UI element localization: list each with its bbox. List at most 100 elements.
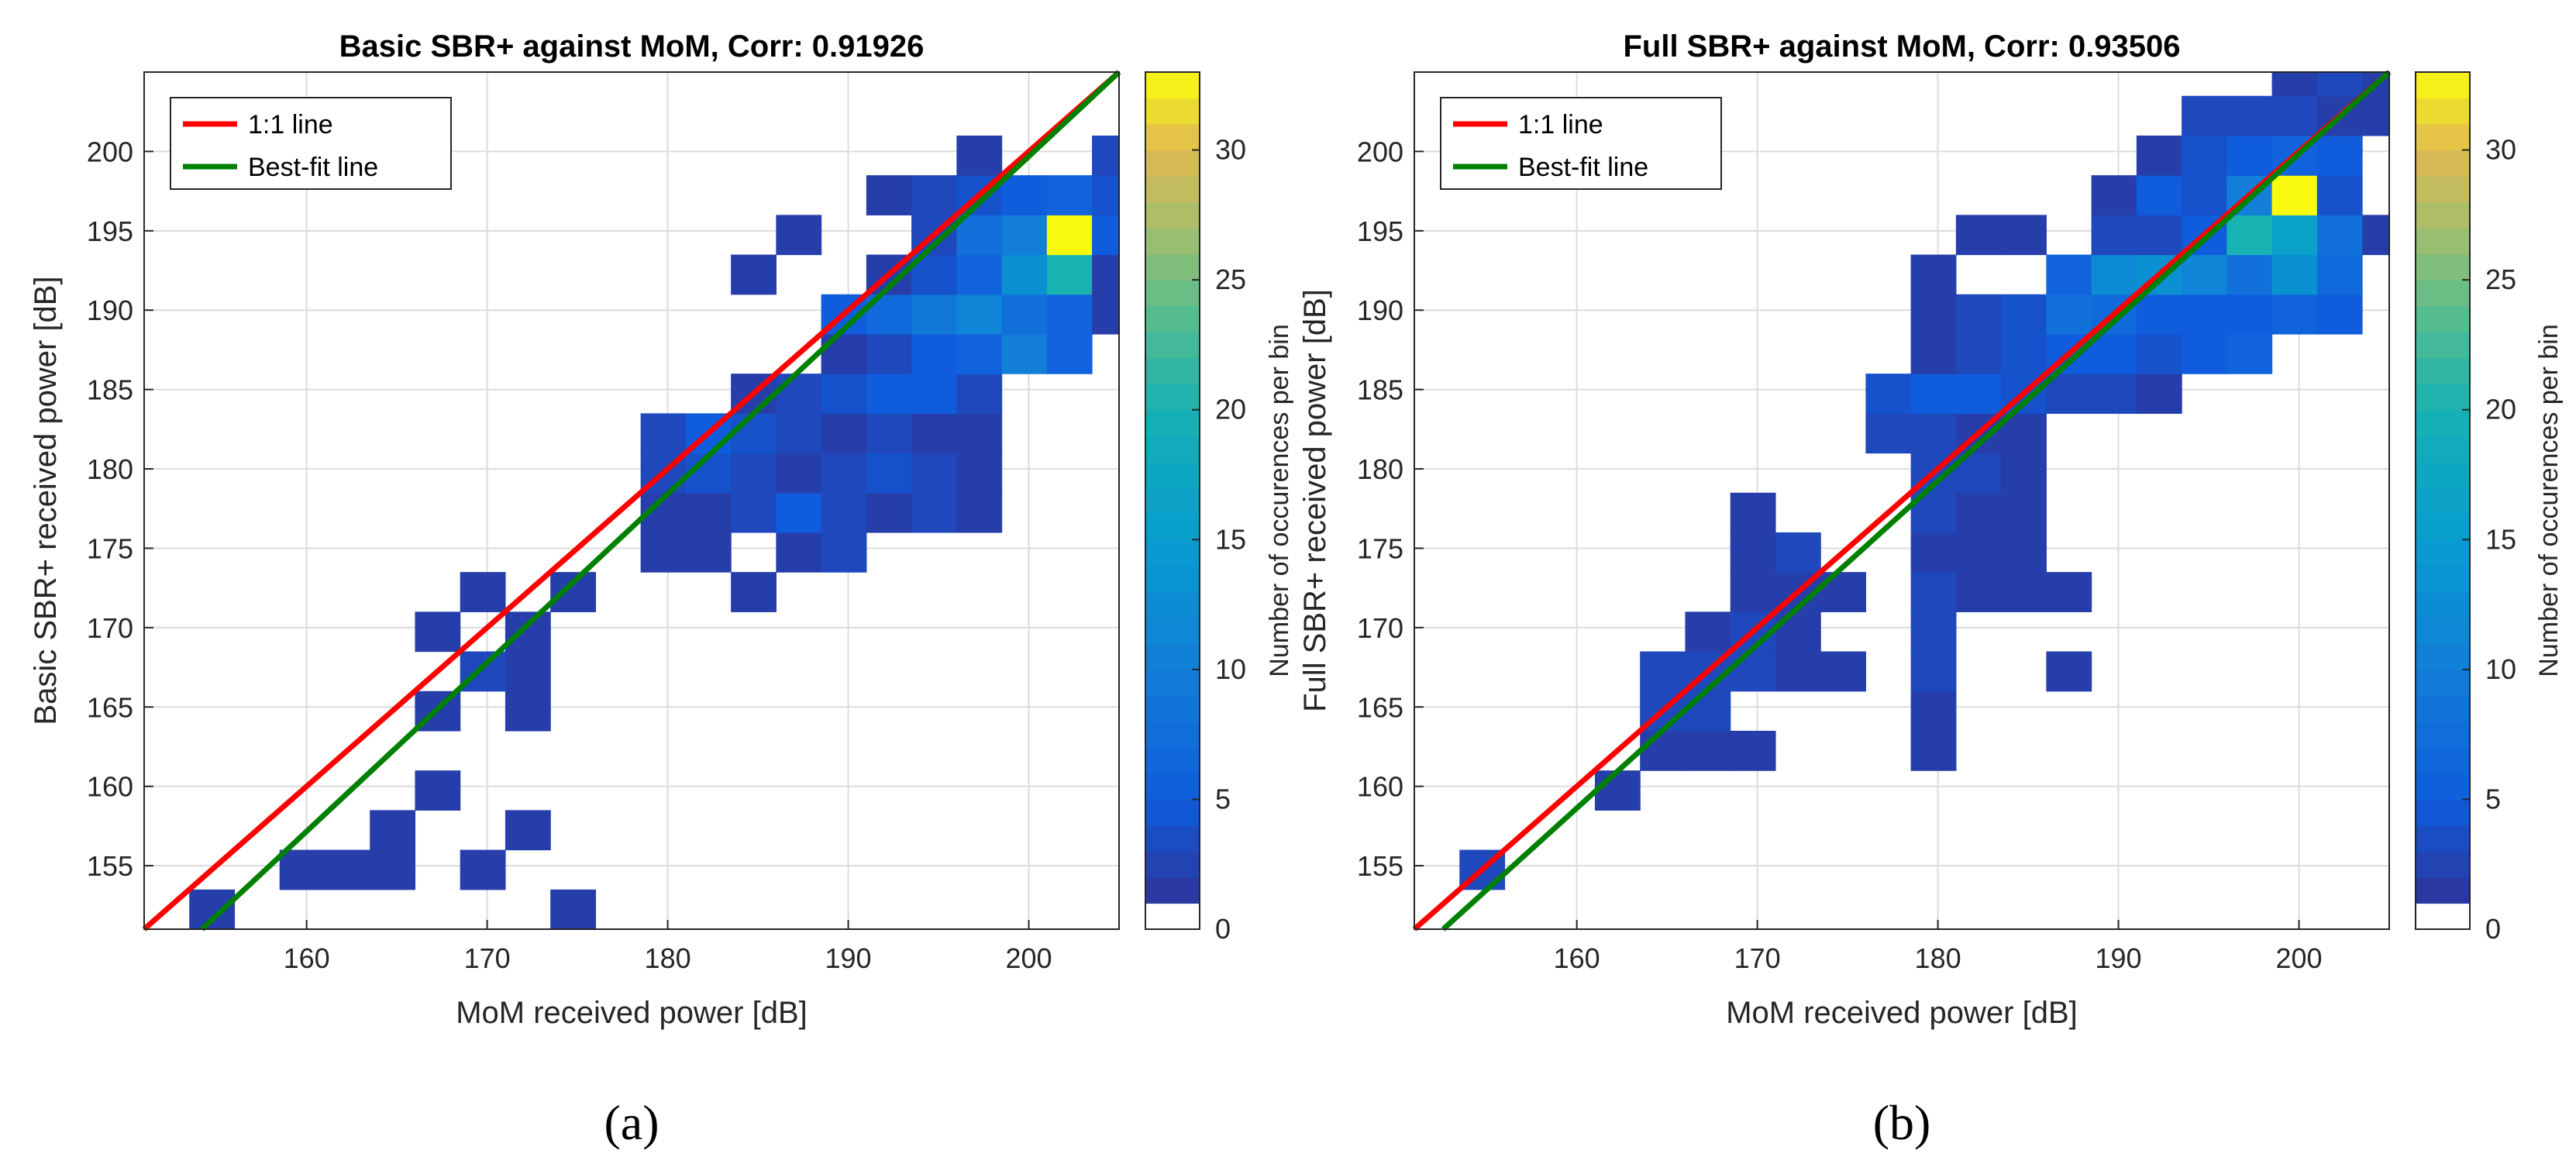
colorbar-label: Number of occurences per bin	[1265, 324, 1294, 677]
colorbar-segment	[1145, 124, 1200, 151]
heatmap-bin	[2136, 374, 2182, 414]
heatmap-bin	[2316, 254, 2363, 295]
colorbar-tick-label: 0	[1215, 913, 1231, 945]
y-tick-label: 160	[87, 771, 133, 803]
colorbar-tick-label: 30	[2485, 134, 2516, 166]
y-tick-label: 155	[87, 850, 133, 882]
colorbar-segment	[2416, 228, 2470, 255]
heatmap-bin	[1685, 611, 1731, 653]
heatmap-bin	[2182, 333, 2227, 374]
heatmap-bin	[1910, 690, 1957, 732]
colorbar-segment	[1145, 747, 1200, 774]
heatmap-bins	[189, 135, 1120, 930]
heatmap-bin	[2226, 294, 2273, 335]
heatmap-bin	[2091, 215, 2137, 256]
colorbar-segment	[2416, 332, 2470, 359]
heatmap-bin	[1594, 770, 1641, 811]
heatmap-bin	[821, 453, 867, 494]
colorbar-segment	[1145, 695, 1200, 722]
heatmap-bin	[2046, 651, 2092, 692]
y-axis-ticks: 155 160 165 170 175 180 185 190 195 200	[87, 136, 153, 882]
colorbar-segments	[2416, 72, 2470, 930]
heatmap-bin	[956, 492, 1003, 533]
heatmap-bin	[460, 572, 506, 612]
colorbar-tick-label: 10	[1215, 653, 1246, 685]
colorbar-segment	[2416, 799, 2470, 826]
x-tick-label: 160	[1554, 942, 1600, 974]
y-tick-label: 195	[87, 215, 133, 247]
chart-title: Basic SBR+ against MoM, Corr: 0.91926	[339, 29, 925, 64]
legend-box	[170, 97, 452, 190]
colorbar-segment	[2416, 384, 2470, 411]
colorbar-segment	[2416, 773, 2470, 801]
colorbar-segment	[2416, 591, 2470, 618]
heatmap-bin	[731, 254, 777, 295]
colorbar-tick-label: 15	[2485, 523, 2516, 555]
y-tick-label: 200	[1357, 136, 1403, 167]
heatmap-bin	[2226, 215, 2273, 256]
heatmap-bin	[505, 690, 551, 732]
heatmap-bin	[2271, 215, 2318, 256]
colorbar-segment	[2416, 72, 2470, 99]
y-tick-label: 170	[1357, 612, 1403, 644]
heatmap-bin	[460, 849, 506, 890]
y-tick-label: 180	[1357, 453, 1403, 485]
heatmap-bin	[776, 453, 822, 494]
colorbar-segment	[1145, 461, 1200, 488]
x-tick-label: 190	[825, 942, 872, 974]
colorbar-segment	[1145, 253, 1200, 281]
plot-frame	[1414, 71, 2390, 930]
colorbar-segment	[2416, 851, 2470, 878]
colorbar-segment	[2416, 98, 2470, 125]
heatmap-bin	[2136, 333, 2182, 374]
colorbar-ticks: 0 5 10 15 20 25 30	[1192, 134, 1246, 945]
colorbar-segment	[1145, 305, 1200, 332]
best-fit-line	[1441, 70, 2392, 932]
heatmap-bin	[279, 849, 325, 890]
heatmap-bin	[1640, 651, 1686, 692]
colorbar-segment	[2416, 124, 2470, 151]
heatmap-bin	[776, 374, 822, 414]
heatmap-bin	[1046, 215, 1093, 256]
heatmap-bin	[1865, 413, 1912, 454]
colorbar-frame	[2415, 71, 2471, 930]
colorbar-segment	[2416, 617, 2470, 644]
colorbar-segment	[1145, 487, 1200, 515]
heatmap-bin	[821, 374, 867, 414]
heatmap-bin	[2091, 254, 2137, 295]
y-tick-label: 160	[1357, 771, 1403, 803]
x-tick-label: 180	[1915, 942, 1961, 974]
x-axis-label: MoM received power [dB]	[1726, 996, 2078, 1030]
colorbar-segment	[2416, 669, 2470, 696]
heatmap-bin	[370, 810, 416, 851]
heatmap-bin	[1955, 215, 2002, 256]
colorbar-segment	[1145, 721, 1200, 748]
heatmap-bin	[2046, 294, 2092, 335]
colorbar-segment	[1145, 436, 1200, 463]
heatmap-bin	[776, 492, 822, 533]
heatmap-bin	[1955, 333, 2002, 374]
heatmap-bin	[505, 810, 551, 851]
heatmap-bin	[2136, 294, 2182, 335]
heatmap-bin	[505, 611, 551, 653]
colorbar-label: Number of occurences per bin	[2534, 324, 2564, 677]
heatmap-bin	[2001, 532, 2047, 573]
legend: 1:1 line Best-fit line	[1440, 97, 1722, 190]
colorbar-segment	[1145, 565, 1200, 592]
heatmap-bin	[1820, 651, 1867, 692]
heatmap-bin	[2271, 72, 2318, 97]
colorbar-segment	[1145, 357, 1200, 384]
heatmap-bin	[866, 492, 912, 533]
heatmap-bin	[731, 413, 777, 454]
x-tick-label: 190	[2096, 942, 2142, 974]
heatmap-bin	[2182, 135, 2227, 176]
heatmap-bin	[1640, 730, 1686, 771]
heatmap-bin	[1092, 135, 1120, 176]
heatmap-bin	[2001, 294, 2047, 335]
colorbar-tick-label: 20	[2485, 394, 2516, 425]
heatmap-bin	[1775, 611, 1821, 653]
panel-label: (a)	[604, 1095, 659, 1150]
heatmap-bin	[1092, 175, 1120, 215]
colorbar-segment	[1145, 98, 1200, 125]
